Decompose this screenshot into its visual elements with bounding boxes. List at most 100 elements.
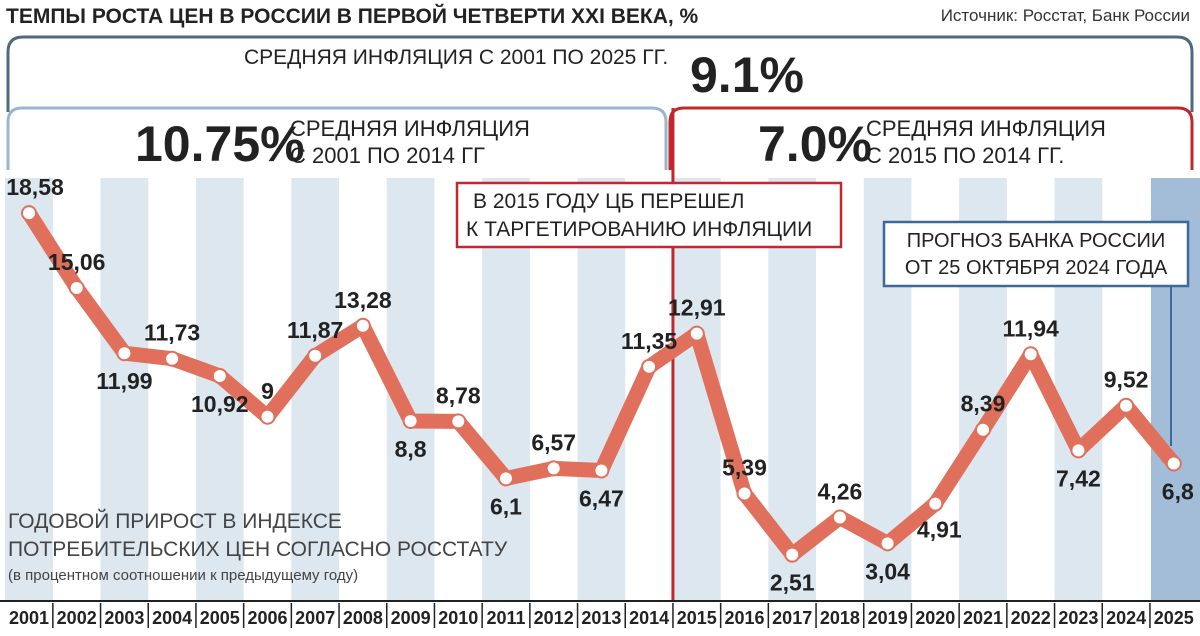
x-tick-label-2019: 2019 bbox=[868, 608, 908, 628]
x-tick-label-2007: 2007 bbox=[295, 608, 335, 628]
data-point-2009 bbox=[402, 413, 419, 429]
data-point-2022 bbox=[1022, 346, 1039, 363]
data-point-2016 bbox=[736, 485, 753, 502]
data-label-2018: 4,26 bbox=[818, 478, 863, 504]
data-label-2003: 11,99 bbox=[96, 368, 152, 394]
period1-line2: С 2001 ПО 2014 ГГ bbox=[290, 143, 485, 168]
targeting-annotation-box bbox=[455, 181, 843, 249]
x-tick-label-2011: 2011 bbox=[486, 608, 525, 628]
data-label-2022: 11,94 bbox=[1003, 315, 1059, 341]
data-point-2015 bbox=[688, 325, 705, 342]
data-label-2019: 3,04 bbox=[865, 558, 910, 584]
targeting-line1: В 2015 ГОДУ ЦБ ПЕРЕШЕЛ bbox=[473, 190, 744, 213]
x-tick-label-2004: 2004 bbox=[152, 608, 192, 628]
data-label-2001: 18,58 bbox=[6, 174, 64, 200]
period2-line2: С 2015 ПО 2014 ГГ. bbox=[866, 143, 1064, 168]
overall-value: 9.1% bbox=[690, 47, 804, 103]
data-point-2003 bbox=[116, 345, 133, 362]
data-point-2021 bbox=[975, 421, 991, 438]
x-tick-label-2006: 2006 bbox=[247, 608, 287, 628]
x-tick-label-2018: 2018 bbox=[820, 608, 860, 628]
forecast-line2: ОТ 25 ОКТЯБРЯ 2024 ГОДА bbox=[905, 257, 1168, 279]
data-point-2020 bbox=[927, 495, 944, 512]
x-tick-label-2017: 2017 bbox=[772, 608, 812, 628]
x-tick-label-2012: 2012 bbox=[534, 608, 574, 628]
year-stripe-2007 bbox=[291, 178, 340, 600]
data-point-2002 bbox=[68, 279, 85, 296]
source-text: Источник: Росстат, Банк России bbox=[941, 6, 1190, 25]
data-label-2009: 8,8 bbox=[395, 436, 427, 462]
data-label-2005: 10,92 bbox=[191, 391, 249, 417]
x-tick-label-2022: 2022 bbox=[1011, 608, 1051, 628]
data-point-2025 bbox=[1165, 455, 1182, 472]
x-tick-label-2003: 2003 bbox=[104, 608, 144, 628]
data-label-2011: 6,1 bbox=[490, 493, 522, 519]
x-axis-ticks: 2001 2002 2003 2004 2005 2006 2007 2008 2009 2010… bbox=[9, 603, 1194, 628]
x-tick-label-2023: 2023 bbox=[1058, 608, 1098, 628]
data-label-2010: 8,78 bbox=[436, 382, 481, 408]
data-label-2004: 11,73 bbox=[144, 320, 200, 346]
overall-bracket bbox=[6, 35, 1194, 112]
data-point-2018 bbox=[831, 509, 848, 526]
x-tick-label-2021: 2021 bbox=[963, 608, 1003, 628]
x-tick-label-2008: 2008 bbox=[343, 608, 383, 628]
targeting-line2: К ТАРГЕТИРОВАНИЮ ИНФЛЯЦИИ bbox=[466, 218, 812, 241]
forecast-line1: ПРОГНОЗ БАНКА РОССИИ bbox=[907, 230, 1165, 252]
data-label-2002: 15,06 bbox=[48, 249, 106, 275]
data-label-2014: 11,35 bbox=[621, 328, 677, 354]
x-tick-label-2024: 2024 bbox=[1106, 608, 1146, 628]
data-labels: 18,58 15,06 11,99 11,73 10,92 9 11,87 13,28 8,8 8… bbox=[6, 174, 1194, 595]
data-label-2015: 12,91 bbox=[668, 295, 726, 321]
overall-label: СРЕДНЯЯ ИНФЛЯЦИЯ С 2001 ПО 2025 ГГ. bbox=[244, 46, 668, 69]
data-label-2023: 7,42 bbox=[1056, 465, 1101, 491]
data-label-2007: 11,87 bbox=[287, 317, 343, 343]
period2-value: 7.0% bbox=[758, 116, 872, 172]
chart-title: ТЕМПЫ РОСТА ЦЕН В РОССИИ В ПЕРВОЙ ЧЕТВЕР… bbox=[6, 4, 699, 28]
period1-bracket bbox=[6, 106, 668, 170]
data-point-2019 bbox=[879, 535, 896, 552]
data-label-2006: 9 bbox=[261, 378, 274, 404]
x-tick-label-2016: 2016 bbox=[724, 608, 764, 628]
data-label-2024: 9,52 bbox=[1104, 367, 1149, 393]
period2-bracket bbox=[668, 106, 1194, 170]
data-point-2023 bbox=[1070, 442, 1087, 459]
data-point-2011 bbox=[498, 470, 514, 487]
forecast-annotation-box bbox=[882, 220, 1190, 288]
data-label-2012: 6,57 bbox=[531, 429, 576, 455]
x-tick-label-2015: 2015 bbox=[677, 608, 717, 628]
caption-line2: ПОТРЕБИТЕЛЬСКИХ ЦЕН СОГЛАСНО РОССТАТУ bbox=[8, 538, 508, 561]
data-point-2007 bbox=[307, 347, 324, 364]
data-point-2010 bbox=[450, 413, 467, 430]
data-point-2008 bbox=[354, 317, 371, 334]
data-label-2008: 13,28 bbox=[334, 287, 392, 313]
data-point-2004 bbox=[164, 350, 181, 367]
period1-value: 10.75% bbox=[135, 116, 305, 172]
x-tick-label-2010: 2010 bbox=[438, 608, 478, 628]
x-tick-label-2001: 2001 bbox=[9, 608, 49, 628]
x-tick-label-2013: 2013 bbox=[581, 608, 621, 628]
data-label-2017: 2,51 bbox=[770, 570, 815, 596]
period1-line1: СРЕДНЯЯ ИНФЛЯЦИЯ bbox=[290, 116, 530, 141]
x-tick-label-2025: 2025 bbox=[1154, 608, 1194, 628]
x-tick-label-2009: 2009 bbox=[391, 608, 431, 628]
data-point-2017 bbox=[784, 546, 801, 563]
data-point-2013 bbox=[593, 462, 610, 479]
year-stripe-2011 bbox=[482, 178, 530, 600]
data-point-2024 bbox=[1118, 397, 1135, 414]
x-tick-label-2005: 2005 bbox=[200, 608, 240, 628]
data-point-2005 bbox=[211, 367, 228, 384]
data-label-2013: 6,47 bbox=[579, 486, 624, 512]
caption-line1: ГОДОВОЙ ПРИРОСТ В ИНДЕКСЕ bbox=[8, 509, 342, 533]
data-label-2025: 6,8 bbox=[1162, 479, 1194, 505]
x-tick-label-2014: 2014 bbox=[629, 608, 669, 628]
data-label-2020: 4,91 bbox=[917, 517, 962, 543]
year-stripe-2003 bbox=[100, 178, 149, 600]
x-tick-label-2020: 2020 bbox=[915, 608, 955, 628]
caption-line3: (в процентном соотношении к предыдущему … bbox=[8, 567, 358, 584]
data-points bbox=[21, 205, 1182, 563]
data-label-2021: 8,39 bbox=[961, 391, 1006, 417]
year-stripe-2013 bbox=[577, 178, 626, 600]
period2-line1: СРЕДНЯЯ ИНФЛЯЦИЯ bbox=[866, 116, 1106, 141]
data-point-2001 bbox=[21, 205, 37, 222]
